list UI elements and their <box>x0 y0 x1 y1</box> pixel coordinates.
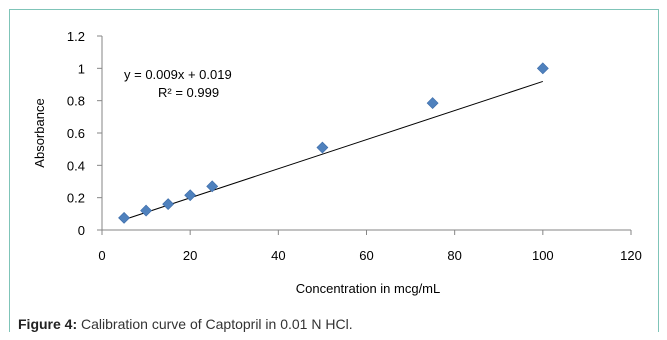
x-tick-label: 120 <box>620 248 642 263</box>
y-tick-label: 0.8 <box>67 94 85 109</box>
caption-text: Calibration curve of Captopril in 0.01 N… <box>77 316 353 332</box>
data-point <box>426 97 439 110</box>
chart-axes <box>97 35 632 235</box>
data-point <box>536 62 549 75</box>
data-point <box>184 189 197 202</box>
y-tick-label: 0 <box>78 223 85 238</box>
x-tick-label: 20 <box>183 248 197 263</box>
x-tick-label: 60 <box>359 248 373 263</box>
r-squared-annotation: R² = 0.999 <box>158 85 219 100</box>
y-tick-label: 0.6 <box>67 126 85 141</box>
y-tick-label: 1 <box>78 61 85 76</box>
x-tick-label: 80 <box>447 248 461 263</box>
data-point <box>206 180 219 193</box>
data-point <box>316 141 329 154</box>
y-tick-label: 1.2 <box>67 29 85 44</box>
data-point <box>140 204 153 217</box>
y-tick-label: 0.4 <box>67 158 85 173</box>
equation-annotation: y = 0.009x + 0.019 <box>124 67 232 82</box>
x-tick-label: 40 <box>271 248 285 263</box>
figure-caption: Figure 4: Calibration curve of Captopril… <box>18 316 353 332</box>
data-point <box>118 211 130 224</box>
caption-label: Figure 4: <box>18 316 78 332</box>
y-tick-labels: 0 0.2 0.4 0.6 0.8 1 1.2 <box>67 29 85 238</box>
x-tick-label: 100 <box>532 248 554 263</box>
figure-frame <box>9 9 659 332</box>
x-axis-title: Concentration in mcg/mL <box>296 281 441 296</box>
data-points <box>118 62 549 224</box>
data-point <box>162 198 175 211</box>
x-tick-labels: 0 20 40 60 80 100 120 <box>98 248 641 263</box>
y-tick-label: 0.2 <box>67 191 85 206</box>
y-axis-title: Absorbance <box>32 98 47 167</box>
x-tick-label: 0 <box>98 248 105 263</box>
trendline <box>123 80 543 221</box>
